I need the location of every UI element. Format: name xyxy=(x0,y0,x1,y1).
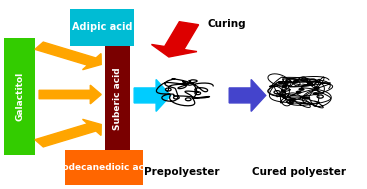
FancyBboxPatch shape xyxy=(105,33,131,164)
FancyBboxPatch shape xyxy=(65,150,143,184)
FancyArrow shape xyxy=(35,42,101,70)
Text: Prepolyester: Prepolyester xyxy=(144,167,219,177)
FancyArrow shape xyxy=(152,22,199,57)
FancyBboxPatch shape xyxy=(70,9,134,46)
Circle shape xyxy=(295,91,302,94)
Text: Dodecanedioic acid: Dodecanedioic acid xyxy=(55,163,153,172)
Circle shape xyxy=(290,98,296,101)
Circle shape xyxy=(277,81,284,84)
FancyArrow shape xyxy=(134,80,171,111)
Text: Galactitol: Galactitol xyxy=(15,72,24,121)
Circle shape xyxy=(298,88,305,91)
FancyArrow shape xyxy=(35,119,101,147)
Circle shape xyxy=(280,94,286,97)
Circle shape xyxy=(314,86,320,89)
Text: Adipic acid: Adipic acid xyxy=(72,22,132,33)
Text: Suberic acid: Suberic acid xyxy=(113,67,122,130)
Text: Curing: Curing xyxy=(207,19,246,29)
Text: Cured polyester: Cured polyester xyxy=(252,167,346,177)
Circle shape xyxy=(313,92,319,95)
FancyArrow shape xyxy=(39,85,101,104)
Circle shape xyxy=(307,82,313,85)
Circle shape xyxy=(304,96,310,100)
FancyBboxPatch shape xyxy=(4,38,36,155)
Circle shape xyxy=(284,81,290,84)
Circle shape xyxy=(281,85,288,88)
Circle shape xyxy=(293,80,299,83)
FancyArrow shape xyxy=(229,80,266,111)
